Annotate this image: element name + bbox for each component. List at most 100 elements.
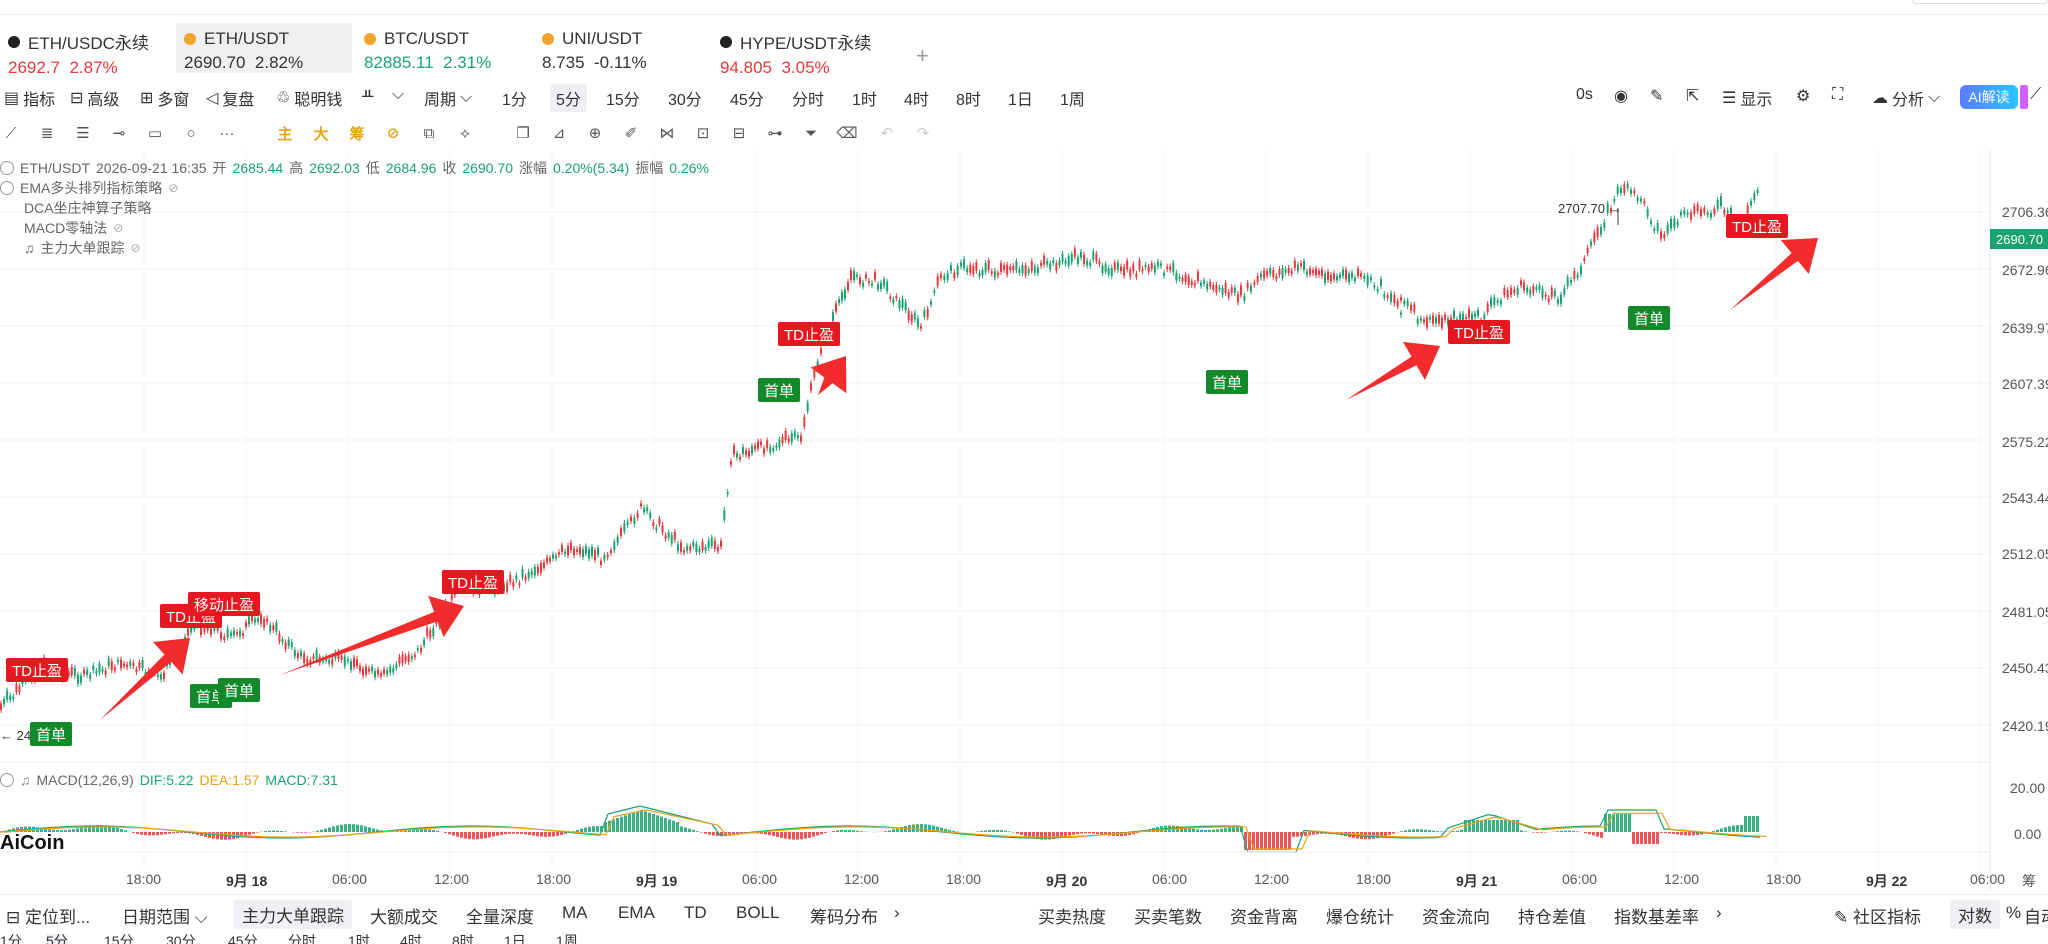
log-scale-toggle[interactable]: 对数 [1950, 900, 2000, 929]
bottom-interval[interactable]: 4时 [400, 934, 422, 944]
tab-buy-sell-count[interactable]: 买卖笔数 [1134, 908, 1202, 927]
hide-icon[interactable]: ⊘ [386, 125, 400, 142]
eye-off-icon[interactable]: ⊘ [113, 221, 124, 235]
tab-ma[interactable]: MA [562, 903, 588, 922]
layers-icon[interactable]: ⊟ [732, 125, 746, 142]
bottom-interval[interactable]: 15分 [104, 934, 134, 944]
ruler-icon[interactable]: ⊿ [552, 125, 566, 142]
bottom-interval[interactable]: 8时 [452, 934, 474, 944]
bottom-interval[interactable]: 1周 [556, 934, 578, 944]
eraser-icon[interactable]: ✐ [624, 125, 638, 142]
tab-ema[interactable]: EMA [618, 903, 655, 922]
auto-scale-toggle[interactable]: 自动 [2024, 908, 2048, 927]
filter-icon[interactable]: ⏷ [804, 124, 817, 142]
chart-type-button[interactable]: ᚇ [362, 86, 373, 106]
multi-window-button[interactable]: ⊞ 多窗 [140, 86, 189, 110]
share-icon[interactable]: ⇱ [1686, 88, 1700, 105]
undo-icon[interactable]: ↶ [880, 125, 894, 142]
interval-1w[interactable]: 1周 [1060, 92, 1085, 109]
signal-td-take-profit[interactable]: TD止盈 [1726, 214, 1788, 238]
period-dropdown[interactable]: 周期 ⌵ [424, 86, 472, 110]
interval-5m[interactable]: 5分 [550, 84, 587, 112]
more-tools-button[interactable]: ··· [219, 124, 235, 142]
collapse-icon[interactable] [0, 181, 14, 195]
bottom-interval[interactable]: 45分 [228, 934, 258, 944]
chevron-right-icon[interactable]: › [1716, 903, 1722, 922]
legend-indicator[interactable]: EMA多头排列指标策略 [20, 180, 163, 196]
signal-td-take-profit[interactable]: TD止盈 [1448, 320, 1510, 344]
bottom-interval[interactable]: 5分 [46, 934, 68, 944]
clone-icon[interactable]: ❐ [516, 125, 530, 142]
tab-td[interactable]: TD [684, 903, 707, 922]
interval-8h[interactable]: 8时 [956, 92, 981, 109]
chart-type-dropdown[interactable]: ⌵ [392, 86, 404, 104]
legend-indicator[interactable]: MACD零轴法 [24, 220, 108, 236]
interval-30m[interactable]: 30分 [668, 92, 702, 109]
ticker-tab-btc-usdt[interactable]: BTC/USDT 82885.11 2.31% [356, 23, 526, 73]
main-chart-toggle[interactable]: 主 [277, 125, 293, 143]
camera-icon[interactable]: ◉ [1614, 88, 1628, 105]
tab-liquidation-stats[interactable]: 爆仓统计 [1326, 908, 1394, 927]
signal-first-order[interactable]: 首单 [1206, 370, 1249, 394]
interval-timeshare[interactable]: 分时 [792, 92, 825, 109]
bottom-interval[interactable]: 1日 [504, 934, 526, 944]
chevron-right-icon[interactable]: › [894, 903, 900, 922]
rectangle-icon[interactable]: ▭ [147, 125, 163, 142]
interval-1d[interactable]: 1日 [1008, 92, 1033, 109]
legend-indicator[interactable]: DCA坐庄神算子策略 [24, 200, 152, 216]
indicators-button[interactable]: ▤ 指标 [4, 86, 55, 110]
trash-icon[interactable]: ⌫ [836, 125, 858, 142]
redo-icon[interactable]: ↷ [916, 125, 930, 142]
zoom-icon[interactable]: ⊕ [588, 125, 602, 142]
add-tab-button[interactable]: + [916, 43, 929, 68]
signal-td-take-profit[interactable]: TD止盈 [778, 322, 840, 346]
parallel-lines-icon[interactable]: ≣ [40, 125, 54, 142]
replay-button[interactable]: ◁ 复盘 [206, 86, 254, 110]
ai-interpret-button[interactable]: AI解读 [1960, 85, 2028, 109]
brush-icon[interactable]: ⟡ [460, 124, 470, 142]
tab-open-interest-diff[interactable]: 持仓差值 [1518, 908, 1586, 927]
ticker-tab-hype-usdt[interactable]: HYPE/USDT永续 94.805 3.05% [712, 23, 892, 77]
collapse-icon[interactable] [0, 161, 14, 175]
ellipse-icon[interactable]: ○ [186, 124, 196, 142]
interval-15m[interactable]: 15分 [606, 92, 640, 109]
bottom-interval[interactable]: 30分 [166, 934, 196, 944]
community-indicators-button[interactable]: ✎ 社区指标 [1834, 903, 1921, 928]
bottom-interval[interactable]: 1时 [348, 934, 370, 944]
line-tool-icon[interactable]: ⟋ [5, 124, 17, 142]
ticker-tab-eth-usdt[interactable]: ETH/USDT 2690.70 2.82% [176, 23, 352, 73]
tab-big-order-tracking[interactable]: 主力大单跟踪 [234, 900, 352, 929]
ticker-tab-uni-usdt[interactable]: UNI/USDT 8.735 -0.11% [534, 23, 704, 73]
chips-toggle[interactable]: 筹 [349, 125, 365, 143]
display-button[interactable]: ☰ 显示 [1722, 86, 1772, 110]
ticker-tab-eth-usdc[interactable]: ETH/USDC永续 2692.7 2.87% [0, 23, 170, 77]
tab-fund-divergence[interactable]: 资金背离 [1230, 908, 1298, 927]
tab-boll[interactable]: BOLL [736, 903, 780, 922]
price-chart[interactable] [0, 150, 2048, 894]
pencil-icon[interactable]: ✎ [1650, 88, 1664, 105]
magnet-icon[interactable]: ⋈ [659, 125, 675, 142]
collapse-icon[interactable] [0, 773, 14, 787]
advanced-button[interactable]: ⊟ 高级 [70, 86, 119, 110]
lock-icon[interactable]: ⊡ [696, 125, 710, 142]
signal-first-order[interactable]: 首单 [30, 722, 73, 746]
smart-money-button[interactable]: ♲ 聪明钱 [276, 86, 342, 110]
fullscreen-icon[interactable]: ⛶ [1832, 86, 1844, 103]
tab-buy-sell-heat[interactable]: 买卖热度 [1038, 908, 1106, 927]
signal-first-order[interactable]: 首单 [218, 678, 261, 702]
interval-4h[interactable]: 4时 [904, 92, 929, 109]
bottom-interval[interactable]: 1分 [0, 934, 22, 944]
signal-td-take-profit[interactable]: TD止盈 [442, 570, 504, 594]
interval-1m[interactable]: 1分 [502, 92, 527, 109]
eye-off-icon[interactable]: ⊘ [168, 181, 179, 195]
tab-large-trades[interactable]: 大额成交 [370, 908, 438, 927]
tab-chip-distribution[interactable]: 筹码分布 [810, 908, 878, 927]
date-range-dropdown[interactable]: 日期范围 ⌵ [122, 903, 208, 928]
tab-fund-flow[interactable]: 资金流向 [1422, 908, 1490, 927]
chart-icon[interactable]: ⟋ [2030, 86, 2042, 103]
signal-trailing-take-profit[interactable]: 移动止盈 [188, 592, 261, 616]
analysis-button[interactable]: ☁ 分析 ⌵ [1872, 86, 1940, 110]
tab-index-basis[interactable]: 指数基差率 [1614, 908, 1699, 927]
locate-button[interactable]: ⊟ 定位到... [6, 903, 90, 928]
interval-1h[interactable]: 1时 [852, 92, 877, 109]
